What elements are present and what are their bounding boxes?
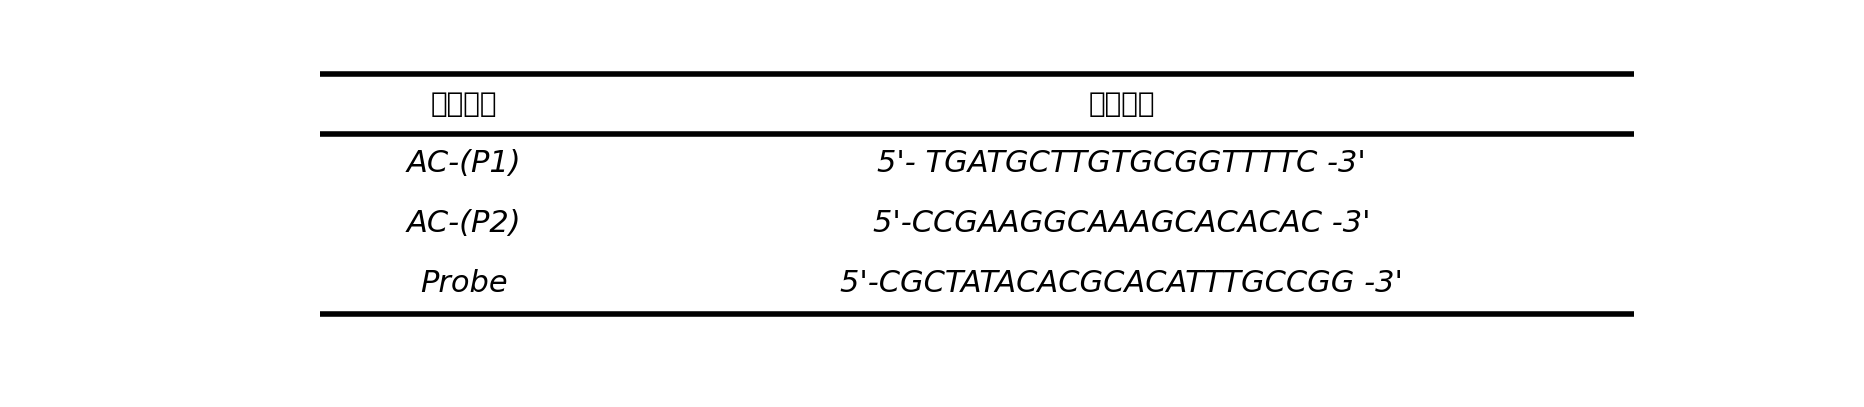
Text: 引物名称: 引物名称: [431, 90, 498, 118]
Text: 5'-CCGAAGGCAAAGCACACAC -3': 5'-CCGAAGGCAAAGCACACAC -3': [872, 209, 1370, 239]
Text: 5'- TGATGCTTGTGCGGTTTTC -3': 5'- TGATGCTTGTGCGGTTTTC -3': [878, 149, 1366, 178]
Text: AC-(P1): AC-(P1): [406, 149, 522, 178]
Text: 引物序列: 引物序列: [1089, 90, 1156, 118]
Text: Probe: Probe: [421, 269, 509, 298]
Text: AC-(P2): AC-(P2): [406, 209, 522, 239]
Text: 5'-CGCTATACACGCACATTTGCCGG -3': 5'-CGCTATACACGCACATTTGCCGG -3': [841, 269, 1404, 298]
